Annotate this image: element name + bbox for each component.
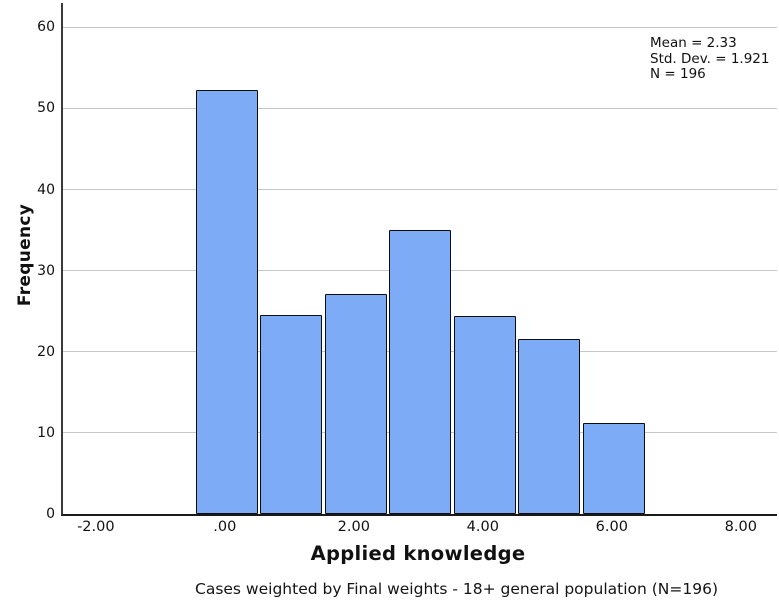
histogram-bar-0 [195, 89, 258, 514]
x-tick-label-.00: .00 [213, 519, 237, 535]
stats-n: N = 196 [650, 66, 706, 82]
weight-caption: Cases weighted by Final weights - 18+ ge… [195, 580, 719, 598]
y-tick-label-50: 50 [37, 100, 55, 117]
y-axis-ticks: 0 10 20 30 40 50 60 [0, 3, 55, 522]
x-tick-label-6.00: 6.00 [595, 519, 628, 535]
stats-box: Mean = 2.33 Std. Dev. = 1.921 N = 196 [650, 35, 770, 83]
histogram-bar-4 [453, 316, 516, 514]
plot-area [61, 3, 777, 516]
histogram-bar-2 [324, 294, 387, 514]
x-tick-label-2.00: 2.00 [337, 519, 370, 535]
x-axis-ticks: -2.00 .00 2.00 4.00 6.00 8.00 [61, 518, 775, 538]
histogram-bar-5 [518, 338, 581, 514]
histogram-bar-3 [389, 230, 452, 514]
gridline-y40 [63, 189, 777, 191]
y-tick-label-0: 0 [46, 506, 55, 522]
stats-mean: Mean = 2.33 [650, 35, 737, 51]
y-tick-label-20: 20 [37, 343, 55, 360]
y-tick-label-30: 30 [37, 262, 55, 279]
y-tick-label-60: 60 [37, 19, 55, 36]
histogram-bar-6 [582, 423, 645, 514]
x-tick-label-4.00: 4.00 [466, 519, 499, 535]
gridline-y50 [63, 107, 777, 109]
x-tick-label-8.00: 8.00 [724, 519, 757, 535]
x-tick-label--2.00: -2.00 [77, 519, 115, 535]
stats-stddev: Std. Dev. = 1.921 [650, 50, 770, 67]
y-tick-label-10: 10 [37, 424, 55, 441]
y-tick-label-40: 40 [37, 181, 55, 198]
x-axis-title: Applied knowledge [310, 542, 526, 565]
gridline-y60 [63, 26, 777, 28]
histogram-bar-1 [260, 315, 323, 514]
